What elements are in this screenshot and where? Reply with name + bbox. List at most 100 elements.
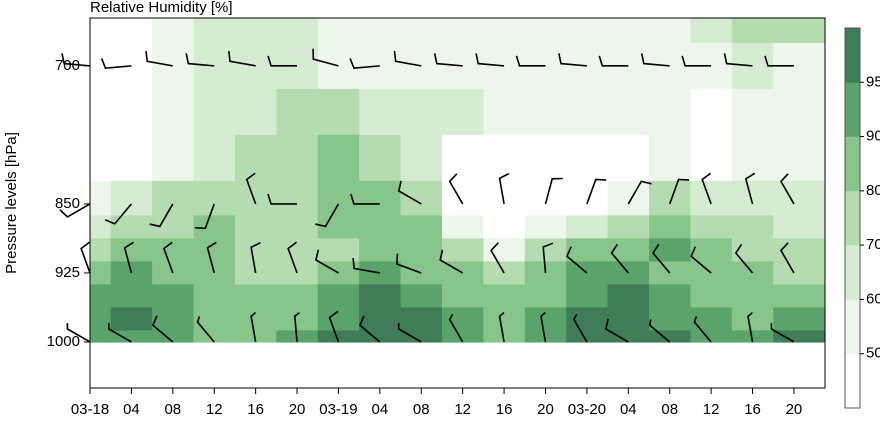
wind-barb — [61, 53, 91, 67]
rh-cell — [607, 215, 650, 240]
rh-cell — [731, 330, 774, 343]
colorbar-label: 80 — [866, 182, 880, 199]
wind-barb — [185, 53, 215, 67]
wind-barb — [648, 319, 671, 343]
rh-cell — [90, 88, 112, 136]
rh-cell — [773, 134, 825, 182]
wind-barb — [267, 55, 298, 67]
rh-cell — [234, 180, 277, 217]
rh-cell — [234, 88, 277, 136]
wind-barb — [640, 53, 670, 67]
rh-cell — [483, 180, 526, 217]
wind-barb — [544, 177, 563, 205]
wind-barb — [558, 53, 587, 67]
rh-cell — [234, 42, 277, 90]
rh-cell — [483, 261, 526, 286]
rh-cell — [110, 284, 153, 309]
wind-barb — [490, 242, 505, 274]
wind-barb — [448, 313, 464, 343]
wind-barb — [627, 180, 652, 205]
colorbar-label: 95 — [866, 73, 880, 90]
rh-cell — [524, 284, 567, 309]
wind-barb — [723, 53, 753, 67]
wind-barb — [779, 173, 795, 205]
rh-cell — [441, 134, 484, 182]
rh-cell — [566, 18, 609, 44]
rh-cell — [317, 238, 360, 263]
rh-cell — [566, 88, 609, 136]
rh-cell — [773, 307, 825, 332]
rh-cell — [649, 134, 692, 182]
colorbar-frame — [844, 27, 861, 409]
rh-cell — [317, 330, 360, 343]
wind-barb — [734, 243, 754, 274]
rh-cell — [566, 284, 609, 309]
x-tick-label: 16 — [744, 401, 761, 418]
wind-barb — [779, 242, 795, 274]
rh-cell — [566, 134, 609, 182]
rh-cell — [524, 307, 567, 332]
rh-cell — [483, 284, 526, 309]
rh-cell — [359, 215, 402, 240]
rh-cell — [607, 134, 650, 182]
wind-barb — [681, 55, 712, 67]
rh-cell — [773, 284, 825, 309]
colorbar-label: 70 — [866, 236, 880, 253]
x-tick-label: 20 — [786, 401, 803, 418]
rh-cell — [152, 284, 195, 309]
colorbar-swatch — [845, 190, 860, 246]
rh-cell — [566, 261, 609, 286]
x-tick-label: 04 — [372, 401, 389, 418]
y-tick-label: 850 — [55, 195, 80, 212]
rh-cell — [773, 261, 825, 286]
rh-cell — [276, 307, 319, 332]
rh-cell — [607, 88, 650, 136]
rh-cell — [193, 42, 236, 90]
rh-cell — [152, 88, 195, 136]
wind-barb — [744, 172, 756, 205]
rh-cell — [649, 215, 692, 240]
rh-cell — [276, 284, 319, 309]
rh-cell — [690, 88, 733, 136]
rh-cell — [90, 134, 112, 182]
rh-cell — [193, 88, 236, 136]
rh-cell — [566, 180, 609, 217]
x-tick-label: 20 — [537, 401, 554, 418]
rh-cell — [731, 215, 774, 240]
rh-cell — [152, 42, 195, 90]
wind-barb — [312, 48, 339, 67]
x-tick-label: 03-19 — [319, 401, 357, 418]
rh-cell — [152, 18, 195, 44]
x-tick-label: 12 — [206, 401, 223, 418]
rh-cell — [649, 330, 692, 343]
rh-cell — [317, 88, 360, 136]
rh-cell — [690, 307, 733, 332]
rh-cell — [483, 42, 526, 90]
wind-barb — [598, 55, 629, 67]
rh-cell — [649, 42, 692, 90]
wind-barb — [145, 50, 173, 67]
wind-barb — [498, 172, 510, 205]
wind-barb — [196, 316, 215, 343]
wind-barb — [747, 311, 754, 343]
rh-cell — [110, 330, 153, 343]
wind-barb — [358, 315, 381, 343]
rh-cell — [566, 330, 609, 343]
x-tick-label: 04 — [620, 401, 637, 418]
wind-barb — [475, 53, 505, 67]
rh-cell — [400, 284, 443, 309]
rh-cell — [400, 18, 443, 44]
wind-barb — [66, 323, 91, 343]
wind-barb — [770, 323, 795, 343]
x-tick-label: 16 — [496, 401, 513, 418]
wind-barb — [701, 172, 712, 205]
rh-cell — [400, 330, 443, 343]
wind-barb — [293, 312, 300, 343]
rh-cell — [400, 307, 443, 332]
wind-barb — [250, 241, 261, 274]
wind-barb — [610, 243, 629, 274]
x-tick-label: 08 — [661, 401, 678, 418]
rh-cell — [607, 180, 650, 217]
rh-cell — [359, 330, 402, 343]
rh-cell — [359, 307, 402, 332]
